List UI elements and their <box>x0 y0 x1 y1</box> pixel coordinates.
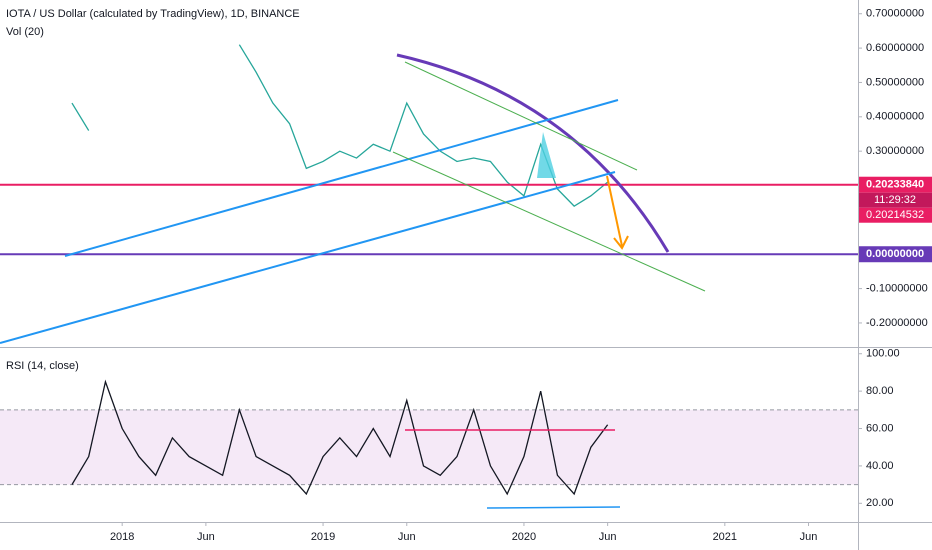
y-tick-label: 0.50000000 <box>866 76 924 88</box>
y-tick-label: -0.10000000 <box>866 283 928 295</box>
y-tick-label: 100.00 <box>866 348 900 360</box>
price-line <box>71 102 90 131</box>
x-tick-label: 2019 <box>311 531 335 543</box>
indicator-label: Vol (20) <box>6 26 44 38</box>
pattern-shape <box>537 132 556 178</box>
price-label-box <box>859 207 932 223</box>
arrow-head <box>613 235 629 250</box>
y-tick-label: 60.00 <box>866 422 894 434</box>
label-layer: 0.70000000 0.60000000 0.50000000 0.40000000… <box>110 8 932 543</box>
y-tick-label: 0.30000000 <box>866 145 924 157</box>
arrow <box>606 175 623 247</box>
channel-line <box>392 151 706 292</box>
plot-layer <box>0 44 858 496</box>
y-tick-label: 20.00 <box>866 497 894 509</box>
x-tick-label: Jun <box>599 531 617 543</box>
arc-drawing <box>396 53 670 253</box>
trend-line <box>0 171 616 344</box>
x-tick-label: 2020 <box>512 531 536 543</box>
price-label-box <box>859 176 932 193</box>
y-tick-label: 0.60000000 <box>866 42 924 54</box>
rsi-band <box>0 409 858 485</box>
y-tick-label: 0.40000000 <box>866 111 924 123</box>
price-label-box <box>859 246 932 263</box>
rsi-title: RSI (14, close) <box>6 360 79 372</box>
x-tick-label: 2018 <box>110 531 134 543</box>
y-tick-label: 80.00 <box>866 385 894 397</box>
y-tick-label: -0.20000000 <box>866 317 928 329</box>
rsi-line <box>486 506 621 509</box>
y-tick-label: 0.70000000 <box>866 8 924 20</box>
channel-line <box>404 61 638 171</box>
chart-title: IOTA / US Dollar (calculated by TradingV… <box>6 8 300 20</box>
price-label: 0.20233840 <box>866 179 924 191</box>
y-tick-label: 40.00 <box>866 460 894 472</box>
x-tick-label: Jun <box>197 531 215 543</box>
countdown: 11:29:32 <box>874 194 916 206</box>
y-tick-label: 0.00000000 <box>866 248 924 260</box>
rsi-line <box>71 379 609 496</box>
price-label: 0.20214532 <box>866 209 924 221</box>
countdown-box <box>859 192 932 208</box>
trend-line <box>64 99 619 257</box>
x-tick-label: Jun <box>398 531 416 543</box>
x-tick-label: 2021 <box>713 531 737 543</box>
x-tick-label: Jun <box>800 531 818 543</box>
